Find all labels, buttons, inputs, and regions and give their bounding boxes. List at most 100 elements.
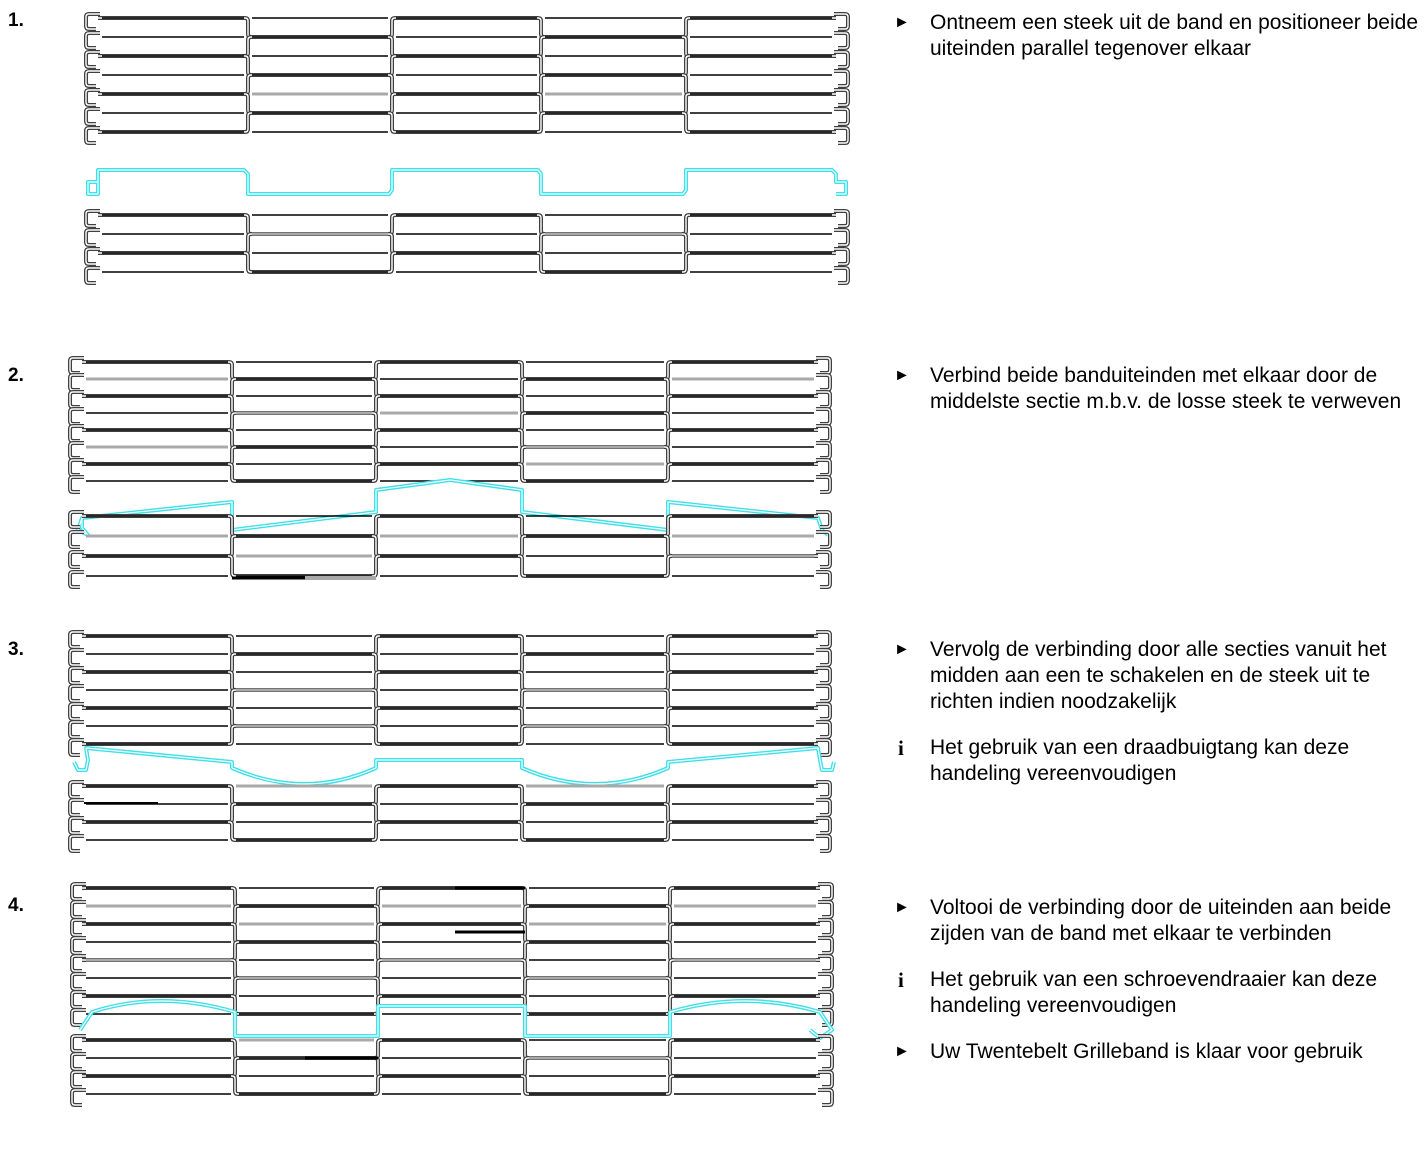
edge-hook-right (816, 356, 832, 375)
edge-hook-left-inner (69, 571, 84, 588)
belt-link (98, 92, 836, 115)
belt-link (82, 976, 820, 998)
edge-hook-left (84, 50, 100, 69)
edge-hook-left-inner (69, 703, 84, 720)
edge-hook-right-inner (818, 901, 833, 918)
belt-link (82, 411, 818, 432)
edge-hook-left-inner (69, 531, 84, 548)
belt-link-inner (82, 821, 818, 841)
edge-hook-right (816, 530, 832, 549)
belt-link-inner (82, 1039, 820, 1059)
belt-link-inner (98, 233, 836, 254)
edge-hook-right-inner (834, 51, 849, 68)
step-4-number: 4. (8, 895, 24, 916)
edge-hook-left (84, 69, 100, 88)
edge-hook-left-inner (85, 127, 100, 144)
belt-link (82, 784, 818, 806)
belt-link-inner (82, 412, 818, 431)
edge-hook-right (818, 1052, 834, 1071)
edge-hook-right (816, 684, 832, 703)
edge-hook-left (70, 1088, 86, 1107)
edge-hook-right (816, 475, 832, 494)
belt-link (82, 706, 818, 728)
edge-hook-left-inner (85, 267, 100, 284)
edge-hook-right (816, 458, 832, 477)
edge-hook-left (70, 900, 86, 919)
instruction-text: Ontneem een steek uit de band en positio… (930, 11, 1419, 60)
belt-link-inner (82, 959, 820, 979)
edge-hook-right-inner (816, 476, 831, 493)
edge-hook-right (834, 31, 850, 50)
edge-hook-right-inner (834, 89, 849, 106)
instruction-text: Het gebruik van een schroevendraaier kan… (930, 968, 1378, 1017)
edge-hook-right (818, 972, 834, 991)
instruction-text: Uw Twentebelt Grilleband is klaar voor g… (930, 1040, 1363, 1063)
edge-hook-right-inner (834, 32, 849, 49)
belt-link (82, 688, 818, 710)
edge-hook-left-inner (85, 248, 100, 265)
edge-hook-left-inner (71, 1053, 86, 1070)
edge-hook-left-inner (69, 357, 84, 374)
arrow-icon: ► (894, 641, 910, 658)
edge-hook-left-inner (69, 649, 84, 666)
edge-hook-left-inner (85, 229, 100, 246)
edge-hook-left-inner (71, 955, 86, 972)
belt-link-inner (82, 977, 820, 997)
edge-hook-right (816, 570, 832, 589)
arrow-icon: ► (894, 367, 910, 384)
edge-hook-left (68, 816, 84, 835)
belt-link-inner (82, 361, 818, 380)
edge-hook-left (68, 702, 84, 721)
belt-link (82, 634, 818, 656)
belt-link-inner (82, 635, 818, 655)
edge-hook-left (68, 570, 84, 589)
edge-hook-left (68, 424, 84, 443)
edge-hook-right (816, 816, 832, 835)
arrow-icon: ► (894, 899, 910, 916)
edge-hook-right (816, 550, 832, 569)
belt-link-inner (82, 429, 818, 448)
splice-link-inner (73, 747, 835, 785)
info-icon: i (898, 736, 904, 760)
belt-link-inner (82, 446, 818, 465)
edge-hook-right-inner (834, 248, 849, 265)
edge-hook-left (68, 648, 84, 667)
instruction-item: i Het gebruik van een schroevendraaier k… (894, 967, 1419, 1019)
edge-hook-right-inner (816, 703, 831, 720)
edge-hook-left-inner (69, 799, 84, 816)
edge-hook-left-inner (69, 551, 84, 568)
belt-step-3-drawing (68, 630, 836, 853)
edge-hook-right-inner (834, 127, 849, 144)
belt-link-inner (98, 55, 836, 76)
edge-hook-left (84, 12, 100, 31)
edge-hook-right (816, 834, 832, 853)
edge-hook-left-inner (69, 374, 84, 391)
step-4-instructions: ► Voltooi de verbinding door de uiteinde… (894, 895, 1419, 1065)
belt-link (82, 802, 818, 824)
belt-link (98, 213, 836, 236)
belt-link (82, 534, 818, 558)
edge-hook-left (84, 126, 100, 145)
edge-hook-left-inner (71, 901, 86, 918)
belt-link-inner (98, 74, 836, 95)
edge-hook-left-inner (85, 70, 100, 87)
belt-illustrations (68, 12, 850, 1107)
edge-hook-left (68, 630, 84, 649)
edge-hook-right (834, 69, 850, 88)
belt-link (82, 940, 820, 962)
edge-hook-right-inner (818, 1053, 833, 1070)
arrow-icon: ► (894, 14, 910, 31)
belt-link-inner (82, 671, 818, 691)
edge-hook-right (834, 247, 850, 266)
edge-hook-right-inner (816, 721, 831, 738)
belt-link-inner (98, 112, 836, 133)
edge-hook-right-inner (816, 357, 831, 374)
edge-hook-right-inner (816, 374, 831, 391)
belt-step-1-drawing (84, 12, 850, 285)
splice-link (72, 746, 836, 786)
edge-hook-left (84, 209, 100, 228)
belt-link-inner (82, 725, 818, 745)
edge-hook-right-inner (816, 459, 831, 476)
belt-link (98, 251, 836, 274)
step-2-instructions: ► Verbind beide banduiteinden met elkaar… (894, 363, 1419, 415)
